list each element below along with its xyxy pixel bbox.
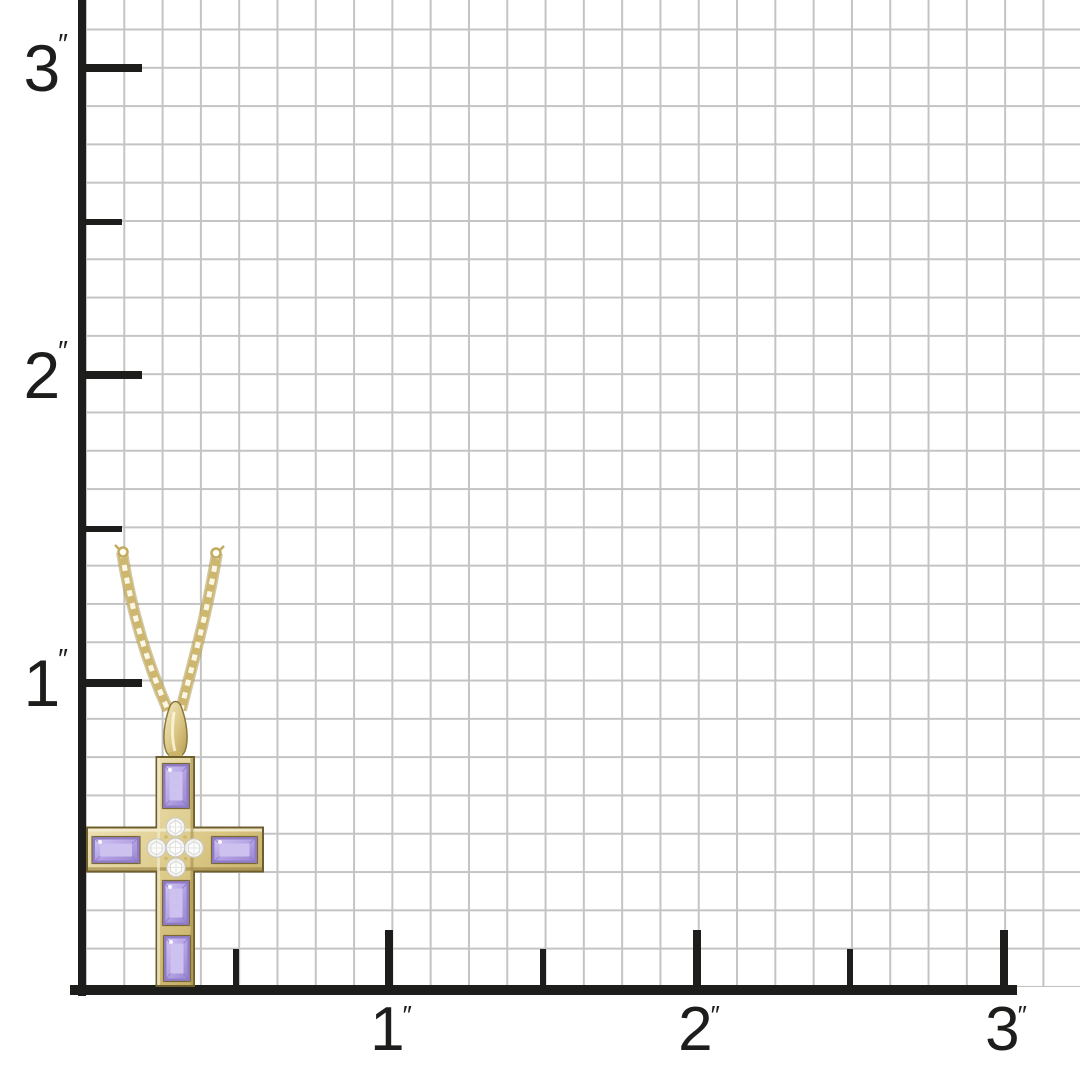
inch-mark: ″ (402, 1000, 412, 1030)
left-axis-label-3in: 3 ″ (0, 28, 68, 108)
left-tick-1-5in (78, 526, 122, 532)
label-value: 1 (370, 995, 405, 1064)
necklace-chain (114, 544, 225, 713)
chain-end-link (117, 546, 129, 558)
left-tick-2in (78, 371, 142, 379)
baguette-stone-right (210, 835, 259, 865)
diamond-left (146, 838, 167, 858)
baguette-stone-left (91, 835, 141, 865)
bottom-tick-3in (1000, 930, 1008, 986)
prong (183, 835, 187, 839)
left-tick-2-5in (78, 219, 122, 225)
bottom-tick-1in (385, 930, 393, 986)
diamond-cluster (146, 817, 204, 878)
inch-mark: ″ (58, 335, 68, 366)
diamond-bottom (166, 857, 186, 878)
bottom-tick-2in (693, 930, 701, 986)
baguette-stone-lower (161, 879, 191, 927)
label-value: 1 (23, 646, 60, 720)
label-value: 3 (23, 31, 60, 105)
bail-connector (169, 752, 182, 759)
label-value: 2 (678, 995, 713, 1064)
vertical-axis (78, 0, 86, 996)
inch-mark: ″ (58, 643, 68, 674)
baguette-stone-top (161, 762, 191, 810)
horizontal-axis (70, 985, 1017, 995)
baguette-stone-bottom (162, 934, 192, 983)
diamond-center (165, 837, 186, 858)
diamond-right (184, 838, 204, 858)
pendant-bail (163, 700, 188, 759)
bottom-axis-label-1in: 1 ″ (330, 995, 450, 1064)
cross-pendant-necklace-photo (86, 544, 264, 987)
inch-mark: ″ (1017, 1000, 1027, 1030)
left-tick-3in (78, 64, 142, 72)
prong (164, 835, 168, 839)
bottom-tick-0-5in (233, 949, 239, 986)
bottom-axis-label-2in: 2 ″ (638, 995, 758, 1064)
left-tick-1in (78, 679, 142, 687)
cross-pendant (86, 756, 264, 987)
prong (164, 856, 168, 861)
label-value: 3 (985, 995, 1020, 1064)
bottom-axis-label-3in: 3 ″ (945, 995, 1065, 1064)
left-axis-label-1in: 1 ″ (0, 643, 68, 723)
ruler-grid (85, 0, 1080, 987)
inch-mark: ″ (710, 1000, 720, 1030)
bottom-tick-1-5in (540, 949, 546, 986)
prong (183, 856, 188, 861)
label-value: 2 (23, 338, 60, 412)
left-axis-label-2in: 2 ″ (0, 335, 68, 415)
chain-end-link (210, 547, 222, 559)
inch-mark: ″ (58, 28, 68, 59)
diamond-top (165, 817, 186, 837)
bottom-tick-2-5in (847, 949, 853, 986)
